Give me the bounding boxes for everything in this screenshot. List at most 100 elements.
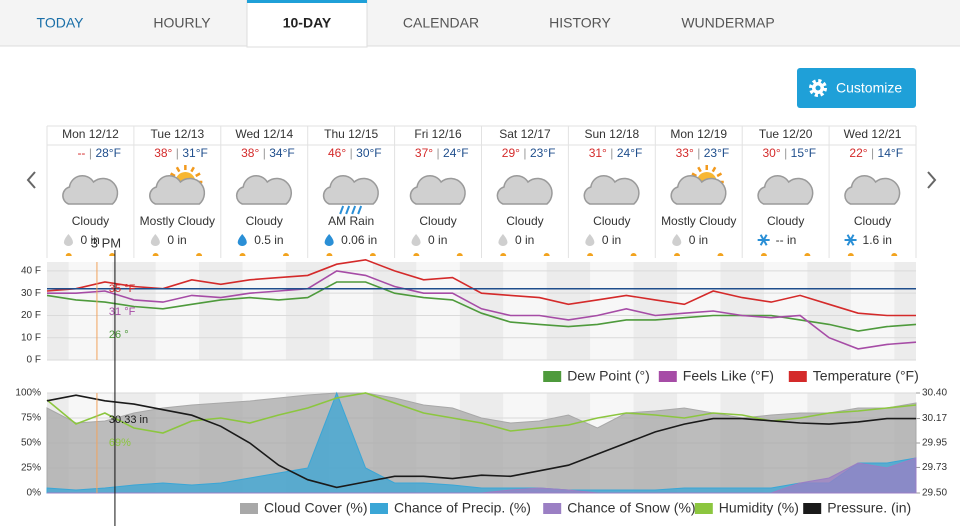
- area-series: [47, 457, 917, 494]
- day-hi: 29°: [502, 146, 520, 160]
- tab[interactable]: CALENDAR: [403, 15, 479, 31]
- day-band: [416, 262, 460, 360]
- day-precip: 0 in: [515, 233, 534, 247]
- day-lo: 24°F: [617, 146, 642, 160]
- hilo-separator: |: [523, 146, 526, 160]
- day-condition: Cloudy: [854, 214, 891, 228]
- tab[interactable]: TODAY: [37, 15, 85, 31]
- day-hi: --: [77, 146, 85, 160]
- day-band: [155, 262, 200, 360]
- rain-streak: [357, 205, 363, 215]
- sun-marker: [413, 253, 420, 256]
- cloud-icon: [844, 175, 901, 205]
- hilo-separator: |: [436, 146, 439, 160]
- sun-ray: [691, 172, 697, 178]
- day-precip: 0.5 in: [254, 233, 283, 247]
- legend-label: Dew Point (°): [567, 368, 650, 384]
- hilo-separator: |: [610, 146, 613, 160]
- tab[interactable]: HISTORY: [549, 15, 611, 31]
- cursor-value: 30.33 in: [109, 414, 148, 426]
- legend-swatch: [658, 371, 677, 382]
- prev-arrow[interactable]: [26, 171, 36, 189]
- sun-marker: [804, 253, 811, 256]
- drop-icon: [324, 234, 334, 246]
- day-lo: 14°F: [878, 146, 903, 160]
- day-precip: 0 in: [602, 233, 621, 247]
- day-lo: 28°F: [95, 146, 120, 160]
- day-band: [590, 262, 634, 360]
- cursor-value: 31 °F: [109, 306, 136, 318]
- sun-marker: [500, 253, 507, 256]
- day-condition: Cloudy: [246, 214, 283, 228]
- tab[interactable]: 10-DAY: [283, 15, 332, 31]
- sun-marker: [674, 253, 681, 256]
- legend-label: Pressure. (in): [827, 500, 911, 516]
- day-date: Tue 12/20: [759, 127, 813, 141]
- day-band: [329, 262, 373, 360]
- y-tick-label: 40 F: [21, 266, 41, 277]
- day-precip: 0 in: [167, 233, 186, 247]
- sun-ray: [190, 166, 195, 173]
- day-precip: 0 in: [80, 233, 99, 247]
- line-series: [47, 270, 917, 350]
- day-lo: 23°F: [530, 146, 555, 160]
- legend-swatch: [543, 503, 562, 514]
- day-band: [850, 262, 895, 360]
- tab[interactable]: WUNDERMAP: [681, 15, 774, 31]
- sun-ray: [195, 172, 201, 178]
- day-date: Thu 12/15: [324, 127, 378, 141]
- y-tick-label: 30 F: [21, 288, 41, 299]
- cloud-icon: [496, 175, 553, 205]
- sun-marker: [456, 253, 463, 256]
- y-tick-label: 75%: [21, 413, 41, 424]
- legend-label: Temperature (°F): [813, 368, 919, 384]
- hilo-separator: |: [176, 146, 179, 160]
- y2-tick-label: 29.73: [922, 462, 947, 473]
- day-condition: AM Rain: [328, 214, 374, 228]
- day-condition: Mostly Cloudy: [140, 214, 215, 228]
- day-hi: 46°: [328, 146, 346, 160]
- sun-ray: [170, 172, 176, 178]
- drop-icon: [411, 234, 421, 247]
- day-band: [503, 262, 547, 360]
- legend-label: Chance of Precip. (%): [394, 500, 531, 516]
- tab[interactable]: HOURLY: [153, 15, 211, 31]
- sun-marker: [282, 253, 289, 256]
- sun-marker: [109, 253, 116, 256]
- y2-tick-label: 30.40: [922, 388, 947, 399]
- rain-streak: [339, 205, 345, 215]
- y2-tick-label: 29.50: [922, 488, 947, 499]
- day-lo: 30°F: [356, 146, 381, 160]
- drop-icon: [498, 234, 508, 247]
- day-hi: 38°: [241, 146, 259, 160]
- drop-icon: [63, 234, 73, 246]
- day-date: Fri 12/16: [414, 127, 462, 141]
- day-precip: 0.06 in: [341, 233, 377, 247]
- y-tick-label: 0 F: [27, 355, 41, 366]
- day-lo: 34°F: [269, 146, 294, 160]
- day-hi: 22°: [849, 146, 867, 160]
- rain-streak: [345, 205, 351, 215]
- day-condition: Cloudy: [506, 214, 543, 228]
- sun-marker: [152, 253, 159, 256]
- day-condition: Cloudy: [767, 214, 804, 228]
- day-lo: 15°F: [791, 146, 816, 160]
- customize-button[interactable]: [797, 68, 916, 108]
- day-band: [242, 262, 286, 360]
- cursor-time: 3 PM: [91, 235, 121, 250]
- gear-icon: [809, 79, 827, 97]
- day-band: [68, 262, 113, 360]
- next-arrow[interactable]: [927, 171, 937, 189]
- snow-icon: [846, 234, 855, 246]
- legend-label: Chance of Snow (%): [567, 500, 695, 516]
- drop-icon: [237, 234, 247, 246]
- day-hi: 37°: [415, 146, 433, 160]
- day-date: Mon 12/19: [670, 127, 727, 141]
- legend-swatch: [240, 503, 258, 514]
- cursor-value: 69%: [109, 437, 131, 449]
- day-precip: 0 in: [428, 233, 447, 247]
- sun-marker: [587, 253, 594, 256]
- drop-icon: [150, 234, 160, 246]
- customize-label[interactable]: Customize: [836, 80, 902, 96]
